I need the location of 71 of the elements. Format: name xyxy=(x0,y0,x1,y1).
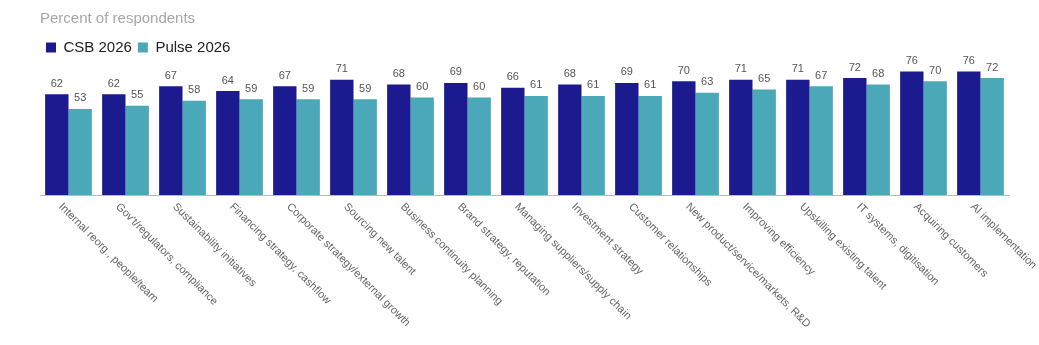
data-label: 58 xyxy=(188,83,201,96)
data-label: 53 xyxy=(74,91,87,104)
data-label: 62 xyxy=(107,76,120,89)
data-label: 76 xyxy=(962,54,975,67)
bar xyxy=(809,86,833,195)
data-label: 63 xyxy=(701,75,714,88)
data-label: 68 xyxy=(563,67,576,80)
chart-title: Percent of respondents xyxy=(40,9,196,27)
bar xyxy=(980,78,1004,195)
bar xyxy=(273,86,297,195)
data-label: 68 xyxy=(392,67,405,80)
bar xyxy=(581,95,605,195)
bar xyxy=(866,84,890,195)
bar xyxy=(353,99,377,195)
bar xyxy=(410,97,434,195)
bar xyxy=(102,94,126,195)
bar xyxy=(695,92,719,195)
bar xyxy=(558,84,582,195)
data-label: 61 xyxy=(530,78,543,91)
data-label: 67 xyxy=(164,68,177,81)
data-label: 60 xyxy=(416,80,429,93)
data-label: 55 xyxy=(131,88,144,101)
bar xyxy=(786,79,810,195)
bar xyxy=(216,91,240,195)
data-label: 64 xyxy=(221,73,234,86)
legend-label: CSB 2026 xyxy=(63,37,132,55)
data-label: 71 xyxy=(734,62,747,75)
bar xyxy=(843,78,867,195)
bar xyxy=(957,71,981,195)
bar xyxy=(524,95,548,195)
bar xyxy=(296,99,320,195)
bar xyxy=(45,94,69,195)
bar xyxy=(330,79,354,195)
bar xyxy=(923,81,947,195)
data-label: 76 xyxy=(905,54,918,67)
data-label: 69 xyxy=(449,65,462,78)
bar xyxy=(615,82,639,195)
data-label: 59 xyxy=(245,81,258,94)
legend-label: Pulse 2026 xyxy=(155,37,231,55)
data-label: 71 xyxy=(791,62,804,75)
data-label: 65 xyxy=(758,71,771,84)
bar xyxy=(672,81,696,195)
data-label: 67 xyxy=(815,68,828,81)
bar xyxy=(387,84,411,195)
data-label: 70 xyxy=(677,63,690,76)
data-label: 61 xyxy=(644,78,657,91)
bar xyxy=(239,99,263,195)
data-label: 59 xyxy=(302,81,315,94)
bar xyxy=(159,86,183,195)
bar xyxy=(467,97,491,195)
data-label: 72 xyxy=(986,60,999,73)
data-label: 68 xyxy=(872,67,885,80)
bar xyxy=(501,87,525,195)
data-label: 60 xyxy=(473,80,486,93)
data-label: 66 xyxy=(506,70,519,83)
bar xyxy=(729,79,753,195)
bar xyxy=(752,89,776,195)
data-label: 61 xyxy=(587,78,600,91)
data-label: 70 xyxy=(929,63,942,76)
bar xyxy=(638,95,662,195)
data-label: 67 xyxy=(278,68,291,81)
bar xyxy=(182,100,206,195)
bar xyxy=(900,71,924,195)
data-label: 69 xyxy=(620,65,633,78)
bar xyxy=(125,105,149,195)
data-label: 59 xyxy=(359,81,372,94)
bar xyxy=(68,108,92,195)
data-label: 71 xyxy=(335,62,348,75)
data-label: 72 xyxy=(848,60,861,73)
data-label: 62 xyxy=(50,76,63,89)
bar xyxy=(444,82,468,195)
